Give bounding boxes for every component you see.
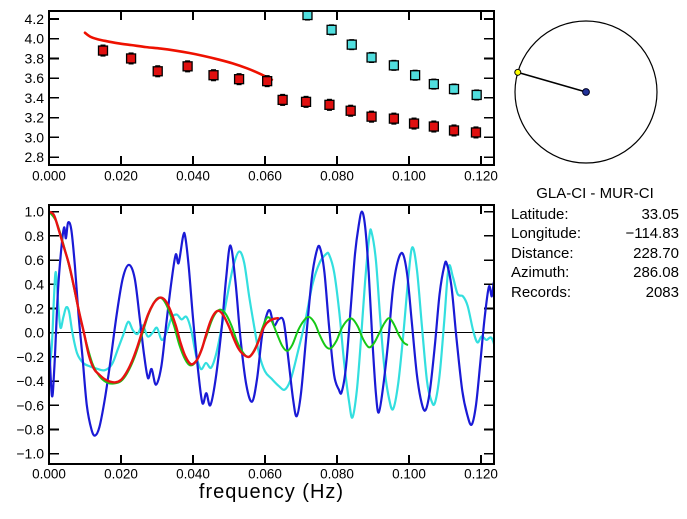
marker-square: [388, 60, 400, 71]
marker-square: [324, 99, 335, 110]
dispersion-plot-frame: [48, 10, 495, 166]
marker-square: [470, 127, 482, 138]
tick-label: 0.080: [320, 169, 354, 184]
tick-label: 0.060: [248, 467, 282, 482]
marker-square: [388, 113, 400, 124]
tick-label: 0.000: [32, 169, 66, 184]
marker-square: [409, 70, 421, 81]
tick-label: −0.8: [16, 422, 44, 438]
tick-label: 0.020: [104, 467, 138, 482]
tick-label: 0.100: [392, 467, 426, 482]
azimuth-line: [517, 71, 587, 93]
tick-label: −0.6: [16, 397, 44, 413]
info-value: 33.05: [641, 205, 679, 223]
marker-square: [208, 70, 219, 81]
marker-square: [125, 53, 137, 64]
series-bessel-fit-green: [50, 211, 409, 385]
tick-label: 3.2: [25, 110, 45, 126]
series-model-dispersion-curve: [83, 31, 274, 81]
tick-label: 0.120: [464, 169, 498, 184]
station-edge-dot: [514, 68, 522, 76]
info-label: Azimuth:: [511, 264, 570, 281]
station-info-panel: GLA-CI - MUR-CI Latitude: 33.05 Longitud…: [511, 184, 679, 302]
dispersion-plot: 0.000 0.020 0.040 0.060 0.080 0.100 0.120 2.8 3.…: [25, 10, 498, 184]
tick-label: 0.120: [464, 467, 498, 482]
tick-label: 0.060: [248, 169, 282, 184]
waveform-plot-frame: [48, 204, 495, 465]
info-row-azimuth: Azimuth: 286.08: [511, 263, 679, 283]
tick-label: 4.2: [25, 11, 45, 27]
series-phase-velocity-picks-cyan: [302, 12, 482, 101]
tick-label: 0.100: [392, 169, 426, 184]
marker-square: [471, 89, 482, 101]
tick-label: 0.020: [104, 169, 138, 184]
info-row-latitude: Latitude: 33.05: [511, 205, 679, 225]
tick-label: 4.0: [25, 31, 45, 47]
azimuth-circle: [514, 20, 658, 164]
tick-label: 2.8: [25, 149, 45, 165]
series-bessel-fit-red: [50, 210, 280, 384]
station-pair-title: GLA-CI - MUR-CI: [536, 185, 654, 202]
info-row-longitude: Longitude: −114.83: [511, 224, 679, 244]
marker-square: [448, 83, 460, 95]
marker-square: [233, 74, 245, 85]
series-phase-velocity-picks-red: [97, 44, 482, 139]
station-center-dot: [582, 88, 590, 96]
marker-square: [408, 118, 420, 129]
marker-square: [97, 45, 109, 56]
tick-label: 0.040: [176, 467, 210, 482]
info-value: 286.08: [633, 264, 679, 281]
tick-label: 0.0: [25, 325, 45, 341]
marker-square: [182, 61, 193, 72]
x-axis-title: frequency (Hz): [198, 481, 345, 503]
marker-square: [326, 24, 337, 35]
info-label: Latitude:: [511, 205, 569, 223]
info-label: Distance:: [511, 244, 574, 262]
tick-label: 3.8: [25, 50, 45, 66]
tick-label: −0.4: [16, 373, 44, 389]
series-cross-spectrum-blue: [50, 210, 493, 437]
marker-square: [262, 75, 273, 87]
tick-label: 3.6: [25, 70, 45, 86]
marker-square: [366, 111, 377, 122]
tick-label: −1.0: [16, 446, 44, 462]
tick-label: 0.2: [25, 300, 45, 316]
marker-square: [302, 12, 313, 21]
info-value: 228.70: [633, 244, 679, 262]
marker-square: [345, 105, 356, 116]
tick-label: 0.6: [25, 252, 45, 268]
waveform-plot: 0.000 0.020 0.040 0.060 0.080 0.100 0.120 −1.0 −…: [16, 204, 498, 482]
marker-square: [428, 121, 439, 132]
marker-square: [366, 52, 377, 63]
info-label: Longitude:: [511, 225, 582, 242]
info-value: 2083: [645, 283, 679, 301]
tick-label: 3.4: [25, 90, 45, 106]
marker-square: [428, 78, 439, 90]
tick-label: 0.4: [25, 276, 45, 292]
tick-label: 0.000: [32, 467, 66, 482]
marker-square: [346, 39, 357, 50]
marker-square: [448, 125, 460, 136]
tick-label: 0.040: [176, 169, 210, 184]
info-row-records: Records: 2083: [511, 283, 679, 303]
info-value: −114.83: [625, 225, 679, 242]
azimuth-indicator: [514, 20, 658, 164]
info-label: Records:: [511, 283, 572, 301]
tick-label: 0.080: [320, 467, 354, 482]
marker-square: [277, 94, 288, 106]
marker-square: [300, 96, 312, 108]
tick-label: 0.8: [25, 228, 45, 244]
tick-label: −0.2: [16, 349, 44, 365]
info-row-distance: Distance: 228.70: [511, 244, 679, 264]
marker-square: [152, 66, 163, 77]
tick-label: 3.0: [25, 129, 45, 145]
tick-label: 1.0: [25, 204, 45, 220]
